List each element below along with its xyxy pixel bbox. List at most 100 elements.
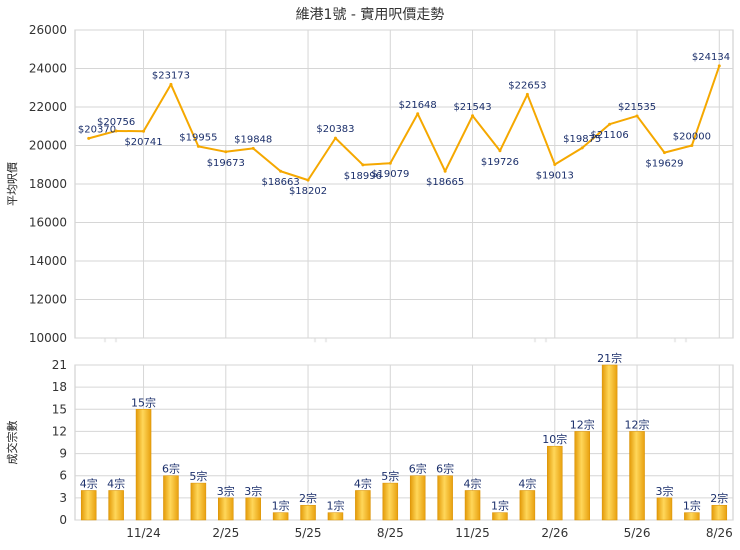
transaction-bar [437, 475, 453, 521]
x-tick-label: 8/25 [377, 526, 404, 540]
price-point [333, 136, 337, 140]
x-tick-label: 8/26 [706, 526, 733, 540]
price-point [580, 146, 584, 150]
price-point [662, 151, 666, 155]
transaction-bar [163, 475, 179, 521]
transaction-bar [629, 431, 645, 521]
bar-data-label: 5宗 [189, 469, 207, 483]
bar-data-label: 1宗 [491, 499, 509, 513]
price-point [498, 149, 502, 153]
bar-data-label: 3宗 [655, 484, 673, 498]
transaction-bar [684, 512, 700, 521]
bar-data-label: 10宗 [542, 432, 567, 446]
x-tick-label: 11/25 [455, 526, 490, 540]
transaction-bar [519, 490, 536, 521]
transaction-bar-panel: 0 3 6 9 12 15 18 21 11/24 2/25 5/25 8/25 11/25 2/26 5/… [5, 351, 734, 540]
price-point [142, 129, 146, 133]
price-data-label: $23173 [152, 70, 190, 81]
price-point [525, 92, 529, 96]
price-data-label: $20756 [97, 117, 135, 128]
bar-y-tick-label: 9 [59, 447, 67, 461]
line-y-tick-label: 20000 [29, 139, 67, 153]
transaction-bar [218, 497, 234, 521]
price-data-label: $18663 [262, 177, 300, 188]
bar-data-label: 3宗 [217, 484, 235, 498]
bar-y-tick-label: 0 [59, 513, 67, 527]
bar-data-label: 4宗 [464, 476, 482, 490]
price-data-label: $19848 [234, 134, 272, 145]
price-point [608, 122, 612, 126]
bar-data-label: 4宗 [354, 476, 372, 490]
transaction-bar [80, 490, 97, 521]
bar-plot-frame [74, 364, 734, 521]
line-y-tick-label: 10000 [29, 331, 67, 345]
bar-y-tick-label: 15 [52, 402, 67, 416]
line-y-tick-label: 14000 [29, 254, 67, 268]
transaction-bar [108, 490, 124, 521]
transaction-bar [272, 512, 289, 521]
line-y-tick-label: 18000 [29, 177, 67, 191]
price-point [443, 169, 447, 173]
bar-y-axis-label: 成交宗數 [5, 421, 19, 465]
transaction-bar [464, 490, 481, 521]
price-point [635, 114, 639, 118]
line-y-tick-label: 12000 [29, 293, 67, 307]
bar-y-tick-label: 6 [59, 469, 67, 483]
price-data-label: $21535 [618, 102, 656, 113]
bar-data-label: 6宗 [409, 462, 427, 476]
price-data-label: $21543 [453, 102, 491, 113]
transaction-bar [574, 431, 590, 521]
price-data-label: $22653 [508, 80, 546, 91]
price-line-panel: 10000 12000 14000 16000 18000 20000 22000 24000… [5, 23, 734, 345]
line-y-tick-label: 26000 [29, 23, 67, 37]
price-data-label: $21106 [591, 130, 629, 141]
transaction-bar [355, 490, 371, 521]
transaction-bar [190, 482, 207, 521]
price-point [224, 150, 228, 154]
bar-data-label: 1宗 [272, 499, 290, 513]
price-data-label: $19726 [481, 157, 519, 168]
price-point [690, 144, 694, 147]
price-point [361, 163, 365, 167]
bar-data-label: 15宗 [131, 395, 156, 409]
bar-data-label: 1宗 [326, 499, 344, 513]
bar-data-label: 4宗 [80, 476, 98, 490]
x-tick-label: 11/24 [126, 526, 161, 540]
price-data-label: $20370 [78, 124, 116, 135]
price-data-label: $18996 [344, 171, 382, 182]
x-tick-label: 5/25 [295, 526, 322, 540]
bar-data-label: 6宗 [436, 462, 454, 476]
price-data-label: $19955 [179, 132, 217, 143]
price-point [114, 129, 118, 133]
transaction-bar [327, 512, 344, 521]
transaction-bar [547, 445, 563, 521]
transaction-bar [409, 475, 426, 521]
transaction-bar [135, 409, 152, 521]
x-tick-label: 2/26 [541, 526, 568, 540]
line-y-axis-label: 平均呎價 [5, 162, 19, 206]
transaction-bar [492, 512, 508, 521]
bar-y-tick-label: 3 [59, 491, 67, 505]
price-point [251, 146, 255, 150]
price-point [553, 162, 557, 166]
price-data-label: $19673 [207, 158, 245, 169]
bar-y-tick-label: 18 [52, 380, 67, 394]
transaction-bar [656, 497, 673, 521]
price-data-label: $20383 [316, 124, 354, 135]
chart-title: 維港1號 - 實用呎價走勢 [296, 6, 445, 23]
price-data-label: $19629 [645, 159, 683, 170]
transaction-bar [711, 504, 728, 521]
x-tick-label: 5/26 [624, 526, 651, 540]
price-data-label: $19875 [563, 134, 601, 145]
bar-y-tick-label: 12 [52, 424, 67, 438]
bar-data-label: 3宗 [244, 484, 262, 498]
price-data-label: $24134 [692, 52, 730, 63]
bar-data-label: 1宗 [683, 499, 701, 513]
bar-data-label: 12宗 [625, 417, 650, 431]
price-point [471, 114, 475, 118]
price-data-label: $18665 [426, 177, 464, 188]
bar-data-label: 4宗 [518, 476, 536, 490]
bar-data-label: 5宗 [381, 469, 399, 483]
